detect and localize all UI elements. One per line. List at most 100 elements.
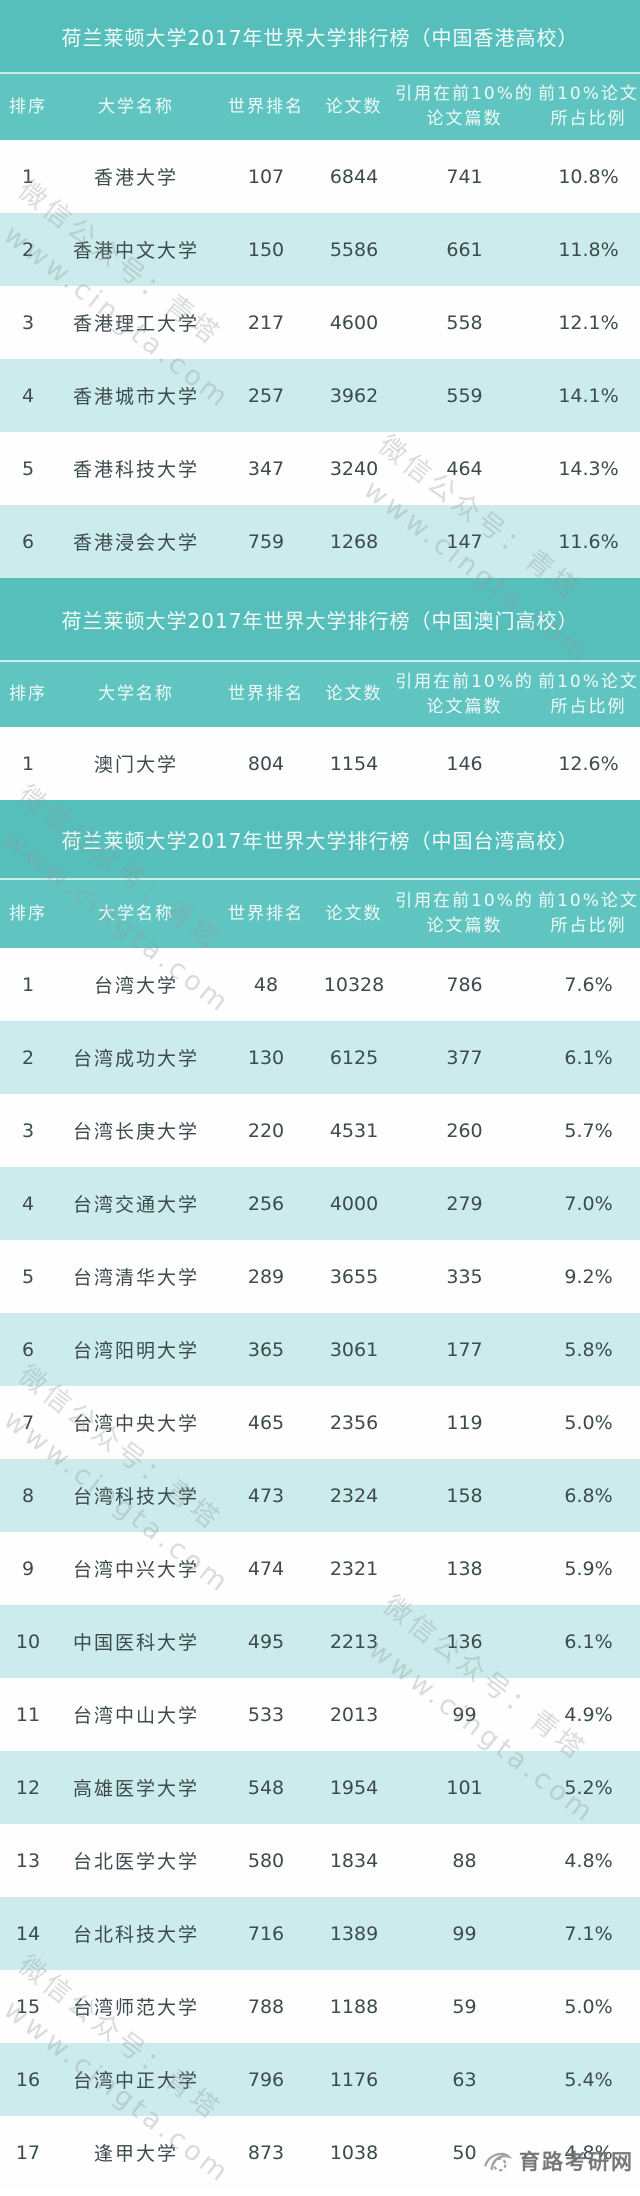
cell: 473 [247, 1484, 285, 1507]
table-row: 7 台湾中央大学 465 2356 119 5.0% [0, 1386, 640, 1459]
table-header-row: 排序 大学名称 世界排名 论文数 引用在前10%的 论文篇数 前10%论文 所占比例 [0, 878, 640, 948]
cell: 4 [21, 384, 35, 407]
cell: 11.6% [558, 530, 619, 553]
table-hong-kong: 荷兰莱顿大学2017年世界大学排行榜（中国香港高校） 排序 大学名称 世界排名 论文数… [0, 0, 640, 578]
cell: 559 [446, 384, 483, 407]
cell: 119 [446, 1411, 483, 1434]
table-title-band: 荷兰莱顿大学2017年世界大学排行榜（中国台湾高校） [0, 800, 640, 878]
cell: 786 [446, 973, 483, 996]
cell: 4.8% [564, 2141, 613, 2164]
table-title-band: 荷兰莱顿大学2017年世界大学排行榜（中国香港高校） [0, 0, 640, 72]
table-row: 8 台湾科技大学 473 2324 158 6.8% [0, 1459, 640, 1532]
table-row: 4 香港城市大学 257 3962 559 14.1% [0, 359, 640, 432]
cell: 5 [21, 457, 35, 480]
cell: 澳门大学 [93, 754, 178, 776]
header-cell: 论文数 [325, 684, 383, 705]
cell: 101 [446, 1776, 483, 1799]
cell: 63 [452, 2068, 477, 2091]
cell: 中国医科大学 [72, 1632, 199, 1654]
cell: 661 [446, 238, 483, 261]
cell: 6 [21, 530, 35, 553]
cell: 220 [247, 1119, 285, 1142]
table-row: 17 逢甲大学 873 1038 50 4.8% [0, 2116, 640, 2189]
table-title: 荷兰莱顿大学2017年世界大学排行榜（中国香港高校） [61, 25, 579, 50]
table-row: 9 台湾中兴大学 474 2321 138 5.9% [0, 1532, 640, 1605]
cell: 台湾科技大学 [72, 1486, 199, 1508]
cell: 759 [247, 530, 285, 553]
table-row: 4 台湾交通大学 256 4000 279 7.0% [0, 1167, 640, 1240]
cell: 59 [452, 1995, 477, 2018]
table-row: 16 台湾中正大学 796 1176 63 5.4% [0, 2043, 640, 2116]
header-cell: 大学名称 [98, 684, 174, 705]
cell: 香港理工大学 [72, 313, 199, 335]
cell: 217 [247, 311, 285, 334]
footer-logo-text: 育路考研网 [519, 2150, 634, 2174]
cell: 13 [15, 1849, 41, 1872]
cell: 10.8% [558, 165, 619, 188]
cell: 2324 [329, 1484, 379, 1507]
header-cell: 引用在前10%的 论文篇数 [395, 84, 534, 129]
table-row: 1 香港大学 107 6844 741 10.8% [0, 140, 640, 213]
cell: 5.4% [564, 2068, 613, 2091]
cell: 741 [446, 165, 483, 188]
cell: 474 [247, 1557, 285, 1580]
table-row: 13 台北医学大学 580 1834 88 4.8% [0, 1824, 640, 1897]
cell: 4 [21, 1192, 35, 1215]
cell: 2 [21, 238, 35, 261]
cell: 12 [15, 1776, 41, 1799]
cell: 3962 [329, 384, 379, 407]
cell: 365 [247, 1338, 285, 1361]
cell: 16 [15, 2068, 41, 2091]
cell: 7 [21, 1411, 35, 1434]
cell: 138 [446, 1557, 483, 1580]
cell: 873 [247, 2141, 285, 2164]
header-cell: 大学名称 [98, 96, 174, 117]
cell: 279 [446, 1192, 483, 1215]
cell: 台湾中兴大学 [72, 1559, 199, 1581]
table-row: 2 台湾成功大学 130 6125 377 6.1% [0, 1021, 640, 1094]
cell: 158 [446, 1484, 483, 1507]
cell: 4.9% [564, 1703, 613, 1726]
cell: 10 [15, 1630, 41, 1653]
table-title-band: 荷兰莱顿大学2017年世界大学排行榜（中国澳门高校） [0, 578, 640, 660]
cell: 150 [247, 238, 285, 261]
header-cell: 世界排名 [228, 684, 304, 705]
cell: 716 [247, 1922, 285, 1945]
table-title: 荷兰莱顿大学2017年世界大学排行榜（中国台湾高校） [61, 828, 579, 853]
header-cell: 排序 [9, 903, 47, 924]
header-cell: 排序 [9, 96, 47, 117]
cell: 1176 [329, 2068, 379, 2091]
cell: 7.0% [564, 1192, 613, 1215]
cell: 香港城市大学 [72, 386, 199, 408]
cell: 130 [247, 1046, 285, 1069]
table-row: 10 中国医科大学 495 2213 136 6.1% [0, 1605, 640, 1678]
cell: 2013 [329, 1703, 379, 1726]
header-cell: 前10%论文 所占比例 [538, 671, 639, 717]
cell: 6125 [329, 1046, 379, 1069]
cell: 7.1% [564, 1922, 613, 1945]
table-row: 2 香港中文大学 150 5586 661 11.8% [0, 213, 640, 286]
cell: 台湾中山大学 [72, 1705, 199, 1727]
cell: 香港大学 [93, 167, 178, 189]
cell: 3 [21, 311, 35, 334]
cell: 逢甲大学 [93, 2143, 178, 2165]
cell: 3061 [329, 1338, 379, 1361]
cell: 465 [247, 1411, 285, 1434]
cell: 256 [247, 1192, 285, 1215]
cell: 12.1% [558, 311, 619, 334]
cell: 7.6% [564, 973, 613, 996]
cell: 1268 [329, 530, 379, 553]
table-row: 11 台湾中山大学 533 2013 99 4.9% [0, 1678, 640, 1751]
cell: 香港科技大学 [72, 459, 199, 481]
cell: 257 [247, 384, 285, 407]
cell: 台北科技大学 [72, 1924, 199, 1946]
cell: 台湾大学 [93, 975, 178, 997]
cell: 17 [15, 2141, 41, 2164]
cell: 5.7% [564, 1119, 613, 1142]
cell: 260 [446, 1119, 483, 1142]
header-cell: 排序 [9, 684, 47, 705]
cell: 464 [446, 457, 483, 480]
cell: 台湾成功大学 [72, 1048, 199, 1070]
cell: 2213 [329, 1630, 379, 1653]
